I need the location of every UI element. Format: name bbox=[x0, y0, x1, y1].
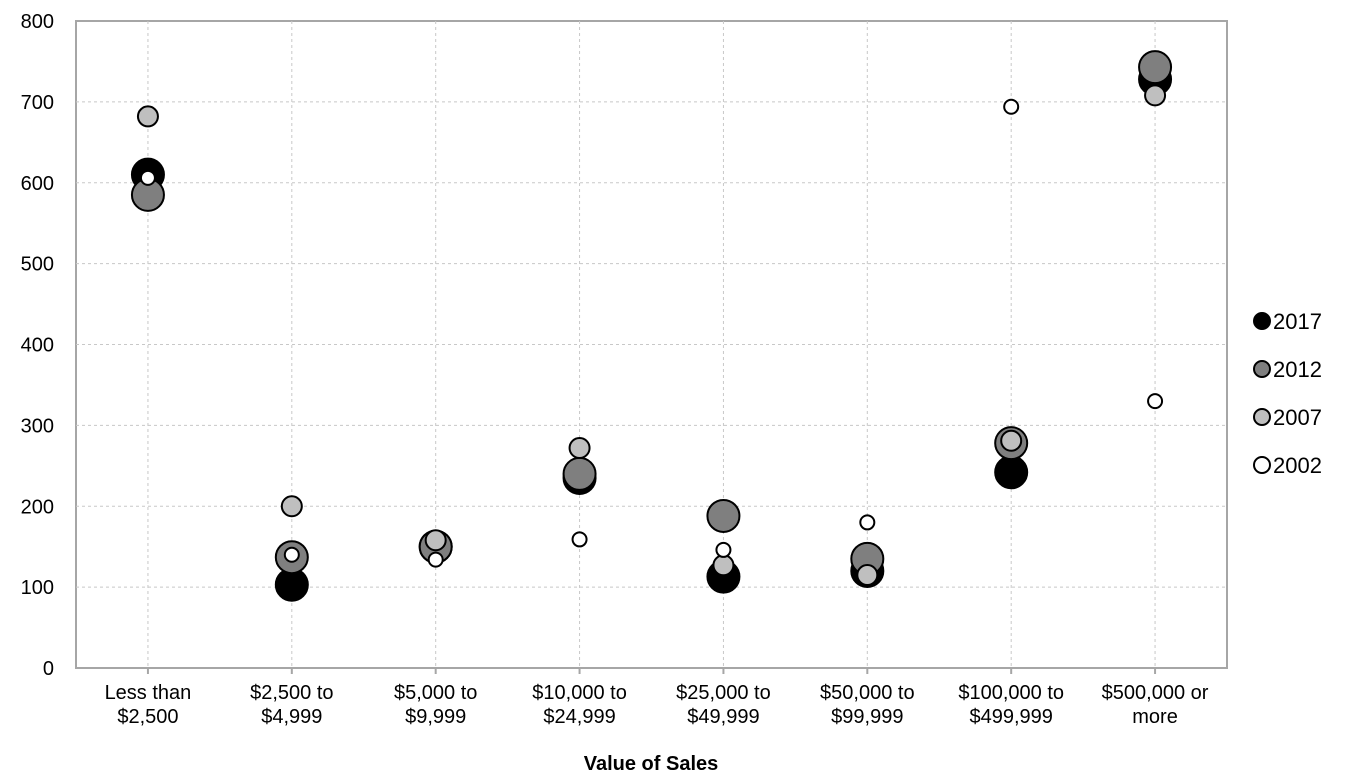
point-2002-4 bbox=[715, 541, 732, 558]
point-2012-4 bbox=[706, 498, 741, 533]
x-tick-label: $100,000 to bbox=[958, 682, 1064, 704]
x-tick-label: Less than bbox=[105, 682, 192, 704]
x-tick-label: $25,000 to bbox=[676, 682, 771, 704]
point-2002-5 bbox=[859, 514, 876, 531]
legend-marker-2012 bbox=[1253, 360, 1271, 378]
point-2007-7 bbox=[1144, 84, 1167, 107]
data-points bbox=[130, 50, 1173, 602]
x-tick-label: $9,999 bbox=[405, 706, 466, 728]
point-2002-2 bbox=[427, 551, 444, 568]
x-tick-label: $50,000 to bbox=[820, 682, 915, 704]
legend-label-2012: 2012 bbox=[1273, 357, 1322, 382]
point-2012-3 bbox=[562, 456, 597, 491]
y-tick-label: 300 bbox=[21, 415, 54, 437]
x-tick-label: $99,999 bbox=[831, 706, 903, 728]
x-tick-label: $4,999 bbox=[261, 706, 322, 728]
x-axis-ticks: Less than$2,500$2,500 to$4,999$5,000 to$… bbox=[105, 682, 1209, 728]
legend-label-2007: 2007 bbox=[1273, 405, 1322, 430]
y-tick-label: 800 bbox=[21, 11, 54, 33]
y-tick-label: 400 bbox=[21, 335, 54, 357]
x-tick-label: $10,000 to bbox=[532, 682, 627, 704]
x-tick-label: $500,000 or bbox=[1102, 682, 1209, 704]
x-tick-label: $2,500 to bbox=[250, 682, 333, 704]
point-2007-4 bbox=[712, 554, 735, 577]
x-tick-label: $499,999 bbox=[969, 706, 1052, 728]
point-2007-6 bbox=[1000, 429, 1023, 452]
x-tick-label: $24,999 bbox=[543, 706, 615, 728]
point-2007-5 bbox=[856, 563, 879, 586]
point-2002-7 bbox=[1147, 393, 1164, 410]
y-tick-label: 600 bbox=[21, 173, 54, 195]
y-tick-label: 0 bbox=[43, 658, 54, 680]
point-2002-1 bbox=[283, 546, 300, 563]
legend-label-2002: 2002 bbox=[1273, 453, 1322, 478]
y-tick-label: 100 bbox=[21, 577, 54, 599]
x-tick-label: $2,500 bbox=[117, 706, 178, 728]
point-2007-1 bbox=[280, 495, 303, 518]
y-tick-label: 700 bbox=[21, 92, 54, 114]
point-2002-6 bbox=[1003, 98, 1020, 115]
point-2002-3 bbox=[571, 531, 588, 548]
legend-marker-2007 bbox=[1253, 408, 1271, 426]
legend: 2017 2012 2007 2002 bbox=[1253, 309, 1322, 478]
point-2002-0 bbox=[139, 169, 156, 186]
legend-label-2017: 2017 bbox=[1273, 309, 1322, 334]
y-tick-label: 500 bbox=[21, 254, 54, 276]
legend-marker-2002 bbox=[1253, 456, 1271, 474]
x-tick-label: more bbox=[1132, 706, 1178, 728]
x-axis-title: Value of Sales bbox=[584, 753, 719, 775]
point-2007-2 bbox=[424, 529, 447, 552]
point-2007-0 bbox=[136, 105, 159, 128]
legend-marker-2017 bbox=[1253, 312, 1271, 330]
y-tick-label: 200 bbox=[21, 496, 54, 518]
point-2012-7 bbox=[1138, 50, 1173, 85]
y-axis-ticks: 0 100 200 300 400 500 600 700 800 bbox=[21, 11, 54, 680]
plot-area bbox=[75, 20, 1228, 669]
point-2007-3 bbox=[568, 437, 591, 460]
point-2017-6 bbox=[994, 455, 1029, 490]
gridlines bbox=[76, 21, 1227, 674]
x-tick-label: $5,000 to bbox=[394, 682, 477, 704]
x-tick-label: $49,999 bbox=[687, 706, 759, 728]
